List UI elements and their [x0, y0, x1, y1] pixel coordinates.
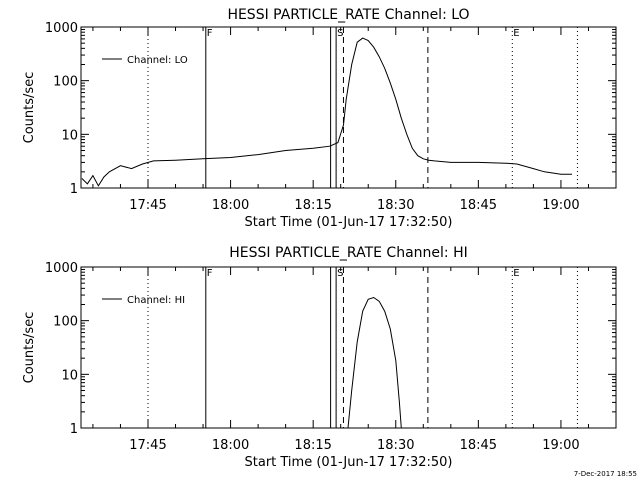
chart-panel-hi: HESSI PARTICLE_RATE Channel: HI 1 10 100 100…: [22, 245, 617, 470]
plot-frame: [80, 26, 617, 189]
x-tick-label: 18:45: [460, 198, 497, 213]
y-tick-label: 1: [70, 422, 78, 437]
series-line: [347, 296, 402, 429]
footer-timestamp: 7-Dec-2017 18:55: [574, 470, 637, 478]
y-tick-label: 100: [53, 75, 78, 90]
x-tick-label: 19:00: [542, 438, 579, 453]
x-tick-label: 18:00: [212, 438, 249, 453]
event-marker-label: E: [513, 268, 519, 279]
x-tick-label: 18:30: [377, 438, 414, 453]
y-tick-label: 1000: [45, 21, 78, 36]
event-marker-label: S: [337, 28, 343, 39]
x-tick-label: 18:00: [212, 198, 249, 213]
x-tick-label: 19:00: [542, 198, 579, 213]
plot-frame: [80, 266, 617, 429]
x-tick-label: 18:15: [294, 198, 331, 213]
chart-title: HESSI PARTICLE_RATE Channel: HI: [229, 245, 467, 261]
chart-title: HESSI PARTICLE_RATE Channel: LO: [227, 7, 469, 23]
y-tick-label: 1000: [45, 261, 78, 276]
x-axis-label: Start Time (01-Jun-17 17:32:50): [245, 455, 453, 470]
series-line: [81, 37, 572, 187]
y-tick-label: 100: [53, 315, 78, 330]
y-axis-label: Counts/sec: [22, 312, 37, 384]
y-axis-label: Counts/sec: [22, 72, 37, 144]
x-tick-label: 18:30: [377, 198, 414, 213]
x-axis-label: Start Time (01-Jun-17 17:32:50): [245, 215, 453, 230]
event-marker-label: S: [337, 268, 343, 279]
event-marker-label: F: [207, 268, 213, 279]
chart-panel-lo: HESSI PARTICLE_RATE Channel: LO 1 10 100 100…: [22, 7, 617, 230]
x-tick-label: 18:45: [460, 438, 497, 453]
x-tick-label: 17:45: [129, 438, 166, 453]
x-tick-label: 18:15: [294, 438, 331, 453]
legend-label: Channel: LO: [127, 55, 188, 66]
y-tick-label: 1: [70, 182, 78, 197]
event-marker-label: E: [513, 28, 519, 39]
event-marker-label: F: [207, 28, 213, 39]
x-tick-label: 17:45: [129, 198, 166, 213]
y-tick-label: 10: [61, 368, 78, 383]
legend-label: Channel: HI: [127, 295, 185, 306]
y-tick-label: 10: [61, 128, 78, 143]
